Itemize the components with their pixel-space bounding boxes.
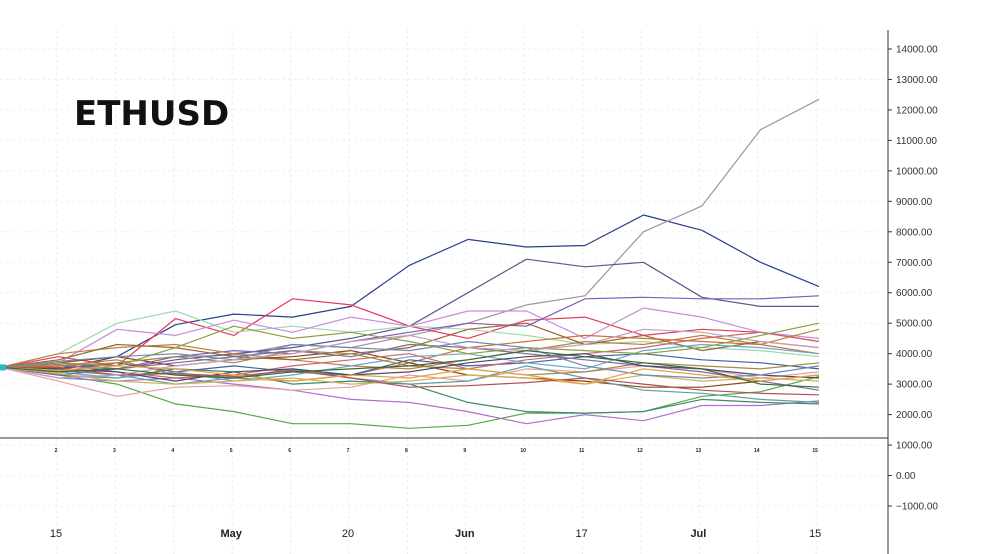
series-line: [0, 214, 820, 370]
inner-x-tick-label: 2: [55, 448, 58, 454]
series-line: [0, 328, 820, 370]
y-tick-label: 13000.00: [896, 75, 938, 86]
y-tick-label: 3000.00: [896, 380, 933, 391]
y-tick-label: 10000.00: [896, 166, 938, 177]
y-tick-label: 14000.00: [896, 45, 938, 56]
x-tick-label: 17: [575, 528, 587, 540]
series-line: [0, 353, 820, 376]
y-tick-label: 8000.00: [896, 227, 933, 238]
y-tick-label: 4000.00: [896, 349, 933, 360]
inner-x-tick-label: 12: [637, 448, 643, 454]
series-line: [0, 328, 820, 379]
y-tick-label: 2000.00: [896, 410, 933, 421]
inner-x-tick-label: 6: [288, 448, 291, 454]
series-line: [0, 366, 820, 396]
series-line: [0, 350, 820, 388]
series-line: [0, 366, 820, 429]
y-tick-label: −1000.00: [896, 502, 938, 513]
inner-x-tick-label: 7: [347, 448, 350, 454]
inner-x-tick-label: 10: [520, 448, 526, 454]
inner-x-tick-label: 5: [230, 448, 233, 454]
series-line: [0, 258, 819, 370]
x-tick-label: May: [220, 528, 242, 540]
inner-x-tick-label: 13: [696, 448, 702, 454]
series-line: [0, 365, 820, 385]
series-line: [0, 340, 820, 379]
start-marker: [0, 364, 6, 371]
series-line: [0, 322, 820, 368]
inner-x-tick-label: 15: [812, 448, 818, 454]
series-line: [0, 322, 820, 368]
inner-x-ticks: 2 3 4 5 6 7 8 9 10 11 12 13 14 15: [55, 448, 819, 454]
x-tick-label: 15: [50, 528, 62, 540]
y-tick-label: 12000.00: [896, 105, 938, 116]
inner-x-tick-label: 8: [405, 448, 408, 454]
x-tick-label: Jun: [455, 528, 475, 540]
chart-title: ETHUSD: [74, 94, 230, 134]
inner-x-tick-label: 9: [463, 448, 466, 454]
series-line: [0, 307, 820, 368]
grid: [0, 30, 888, 554]
inner-x-tick-label: 14: [754, 448, 760, 454]
series-line: [0, 366, 820, 385]
series-line: [0, 343, 820, 382]
x-tick-label: Jul: [690, 528, 706, 540]
x-tick-label: 20: [342, 528, 354, 540]
x-axis-labels: 15 May 20 Jun 17 Jul 15: [50, 528, 821, 540]
series-group: [0, 98, 820, 429]
y-tick-label: 5000.00: [896, 319, 933, 330]
axes: [0, 30, 889, 554]
series-line: [0, 366, 820, 425]
y-axis-labels: 14000.00 13000.00 12000.00 11000.00 10000.00…: [888, 45, 938, 513]
inner-x-tick-label: 4: [171, 448, 174, 454]
inner-x-tick-label: 11: [579, 448, 585, 454]
series-line: [0, 365, 820, 403]
y-tick-label: 6000.00: [896, 288, 933, 299]
y-tick-label: 0.00: [896, 471, 916, 482]
y-tick-label: 9000.00: [896, 197, 933, 208]
x-tick-label: 15: [809, 528, 821, 540]
y-tick-label: 1000.00: [896, 441, 933, 452]
inner-x-tick-label: 3: [113, 448, 116, 454]
y-tick-label: 11000.00: [896, 136, 937, 147]
y-tick-label: 7000.00: [896, 258, 933, 269]
